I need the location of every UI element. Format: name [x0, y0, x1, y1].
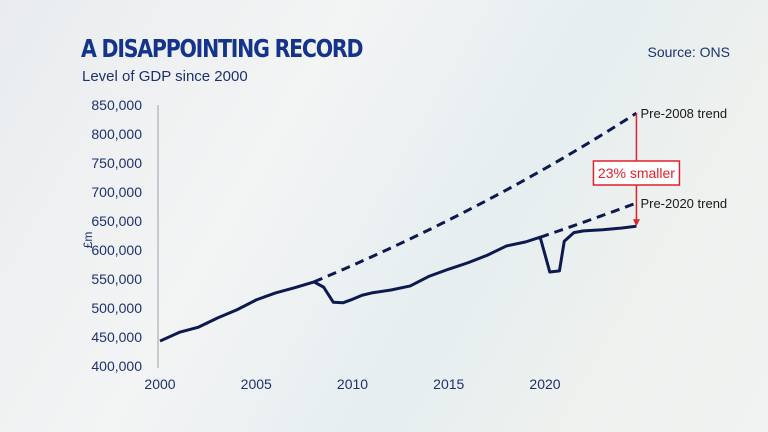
source-label: Source: ONS	[647, 44, 730, 60]
gdp-line	[159, 224, 637, 343]
x-tick-label: 2000	[144, 376, 175, 392]
x-tick-label: 2020	[529, 376, 560, 392]
arrow-head-icon	[632, 219, 640, 227]
annotation-label: 23% smaller	[598, 165, 675, 181]
y-tick-label: 800,000	[91, 126, 142, 142]
trend-line	[313, 111, 638, 284]
y-tick-label: 500,000	[91, 300, 142, 316]
y-tick-label: 600,000	[91, 242, 142, 258]
chart-title: A DISAPPOINTING RECORD	[81, 34, 364, 63]
y-tick-label: 400,000	[91, 358, 142, 374]
y-axis-label: £m	[81, 232, 95, 249]
annotation-box	[592, 160, 681, 186]
x-tick-label: 2010	[337, 376, 368, 392]
y-tick-label: 700,000	[91, 184, 142, 200]
y-tick-label: 850,000	[91, 97, 142, 113]
y-tick-label: 550,000	[91, 271, 142, 287]
y-tick-label: 450,000	[91, 329, 142, 345]
y-tick-label: 750,000	[91, 155, 142, 171]
trend-label: Pre-2008 trend	[640, 106, 727, 121]
chart-subtitle: Level of GDP since 2000	[82, 68, 248, 85]
x-tick-label: 2005	[241, 376, 272, 392]
trend-line	[539, 201, 637, 239]
x-tick-label: 2015	[433, 376, 464, 392]
y-tick-label: 650,000	[91, 213, 142, 229]
trend-label: Pre-2020 trend	[640, 196, 727, 211]
